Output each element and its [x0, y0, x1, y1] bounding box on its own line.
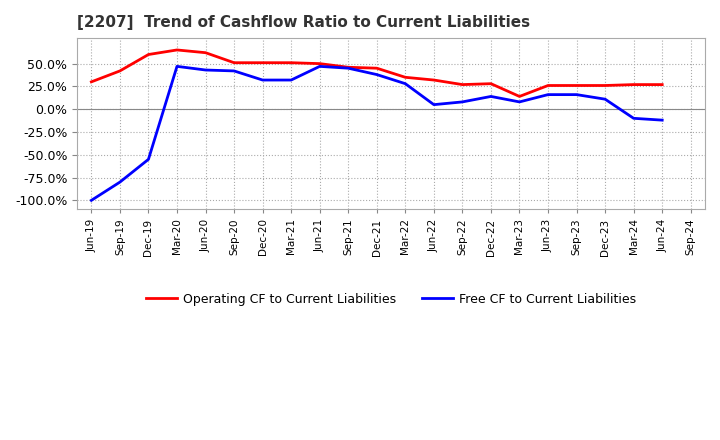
Free CF to Current Liabilities	[372, 72, 381, 77]
Free CF to Current Liabilities	[629, 116, 638, 121]
Free CF to Current Liabilities	[487, 94, 495, 99]
Free CF to Current Liabilities	[173, 64, 181, 69]
Operating CF to Current Liabilities	[201, 50, 210, 55]
Line: Free CF to Current Liabilities: Free CF to Current Liabilities	[91, 66, 662, 200]
Operating CF to Current Liabilities	[629, 82, 638, 87]
Free CF to Current Liabilities	[144, 157, 153, 162]
Free CF to Current Liabilities	[516, 99, 524, 105]
Free CF to Current Liabilities	[230, 68, 238, 73]
Operating CF to Current Liabilities	[144, 52, 153, 57]
Free CF to Current Liabilities	[544, 92, 552, 97]
Free CF to Current Liabilities	[658, 117, 667, 123]
Operating CF to Current Liabilities	[516, 94, 524, 99]
Operating CF to Current Liabilities	[344, 65, 353, 70]
Operating CF to Current Liabilities	[230, 60, 238, 66]
Free CF to Current Liabilities	[600, 96, 609, 102]
Free CF to Current Liabilities	[430, 102, 438, 107]
Operating CF to Current Liabilities	[458, 82, 467, 87]
Legend: Operating CF to Current Liabilities, Free CF to Current Liabilities: Operating CF to Current Liabilities, Fre…	[141, 288, 642, 311]
Free CF to Current Liabilities	[344, 66, 353, 71]
Operating CF to Current Liabilities	[116, 68, 125, 73]
Operating CF to Current Liabilities	[287, 60, 295, 66]
Operating CF to Current Liabilities	[487, 81, 495, 86]
Operating CF to Current Liabilities	[658, 82, 667, 87]
Operating CF to Current Liabilities	[315, 61, 324, 66]
Operating CF to Current Liabilities	[87, 79, 96, 84]
Operating CF to Current Liabilities	[430, 77, 438, 83]
Operating CF to Current Liabilities	[544, 83, 552, 88]
Free CF to Current Liabilities	[401, 81, 410, 86]
Operating CF to Current Liabilities	[572, 83, 581, 88]
Operating CF to Current Liabilities	[173, 48, 181, 53]
Free CF to Current Liabilities	[87, 198, 96, 203]
Free CF to Current Liabilities	[201, 67, 210, 73]
Free CF to Current Liabilities	[116, 180, 125, 185]
Free CF to Current Liabilities	[458, 99, 467, 105]
Operating CF to Current Liabilities	[258, 60, 267, 66]
Operating CF to Current Liabilities	[372, 66, 381, 71]
Free CF to Current Liabilities	[287, 77, 295, 83]
Free CF to Current Liabilities	[315, 64, 324, 69]
Operating CF to Current Liabilities	[600, 83, 609, 88]
Text: [2207]  Trend of Cashflow Ratio to Current Liabilities: [2207] Trend of Cashflow Ratio to Curren…	[77, 15, 530, 30]
Operating CF to Current Liabilities	[401, 75, 410, 80]
Free CF to Current Liabilities	[258, 77, 267, 83]
Line: Operating CF to Current Liabilities: Operating CF to Current Liabilities	[91, 50, 662, 96]
Free CF to Current Liabilities	[572, 92, 581, 97]
